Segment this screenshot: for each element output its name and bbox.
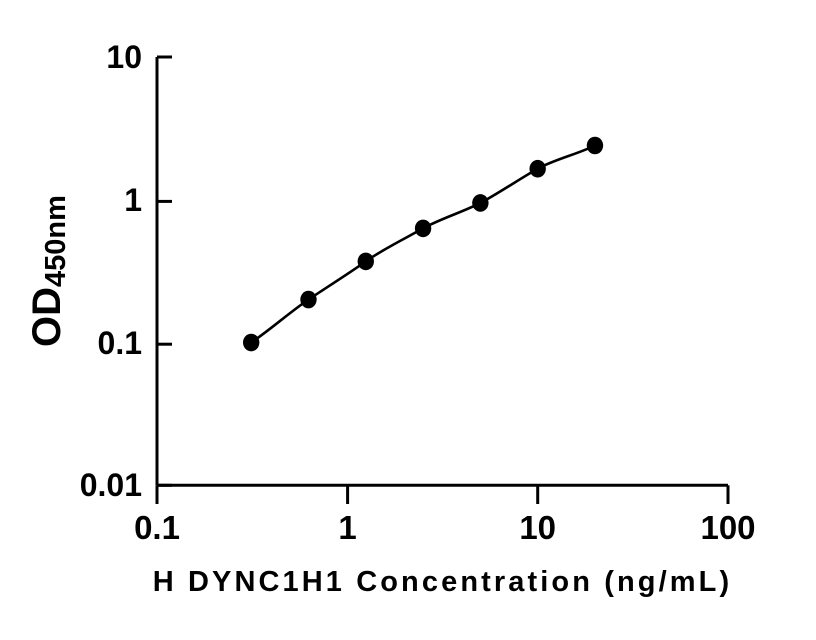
svg-text:1: 1 (124, 182, 142, 218)
svg-text:0.1: 0.1 (98, 325, 142, 361)
svg-text:100: 100 (700, 509, 755, 546)
svg-text:0.01: 0.01 (80, 467, 142, 503)
svg-text:1: 1 (338, 509, 356, 546)
svg-text:0.1: 0.1 (134, 509, 180, 546)
svg-text:10: 10 (106, 39, 142, 75)
svg-text:10: 10 (519, 509, 556, 546)
svg-text:H DYNC1H1 Concentration (ng/mL: H DYNC1H1 Concentration (ng/mL) (153, 566, 732, 598)
svg-text:OD450nm: OD450nm (25, 195, 72, 347)
